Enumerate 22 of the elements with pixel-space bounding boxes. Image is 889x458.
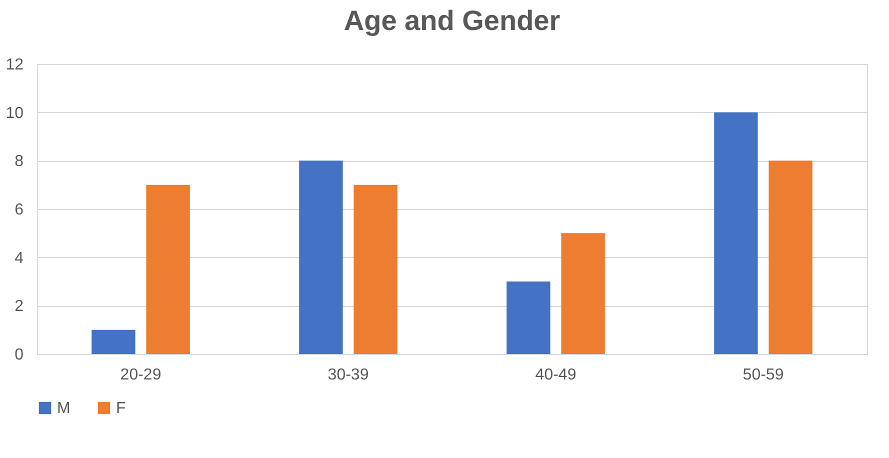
y-tick-label: 8 [14,153,24,170]
y-tick-label: 2 [14,298,24,316]
y-tick-label: 4 [14,250,24,267]
x-tick-label: 40-49 [535,366,576,384]
bar [714,112,758,354]
legend-label: M [57,400,70,417]
bar [354,184,398,354]
x-tick-label: 20-29 [120,366,162,384]
x-tick-label: 50-59 [742,366,784,384]
bar [299,160,343,354]
legend-label: F [116,400,126,417]
y-tick-label: 12 [6,56,24,74]
y-tick-label: 0 [14,346,24,364]
bar [146,184,190,354]
x-tick-label: 30-39 [328,366,369,384]
chart-title: Age and Gender [344,5,560,36]
bar [92,330,136,354]
y-tick-label: 10 [6,104,24,122]
bar [506,282,550,354]
bar [561,233,605,354]
y-tick-label: 6 [14,202,24,218]
bar [768,160,812,354]
